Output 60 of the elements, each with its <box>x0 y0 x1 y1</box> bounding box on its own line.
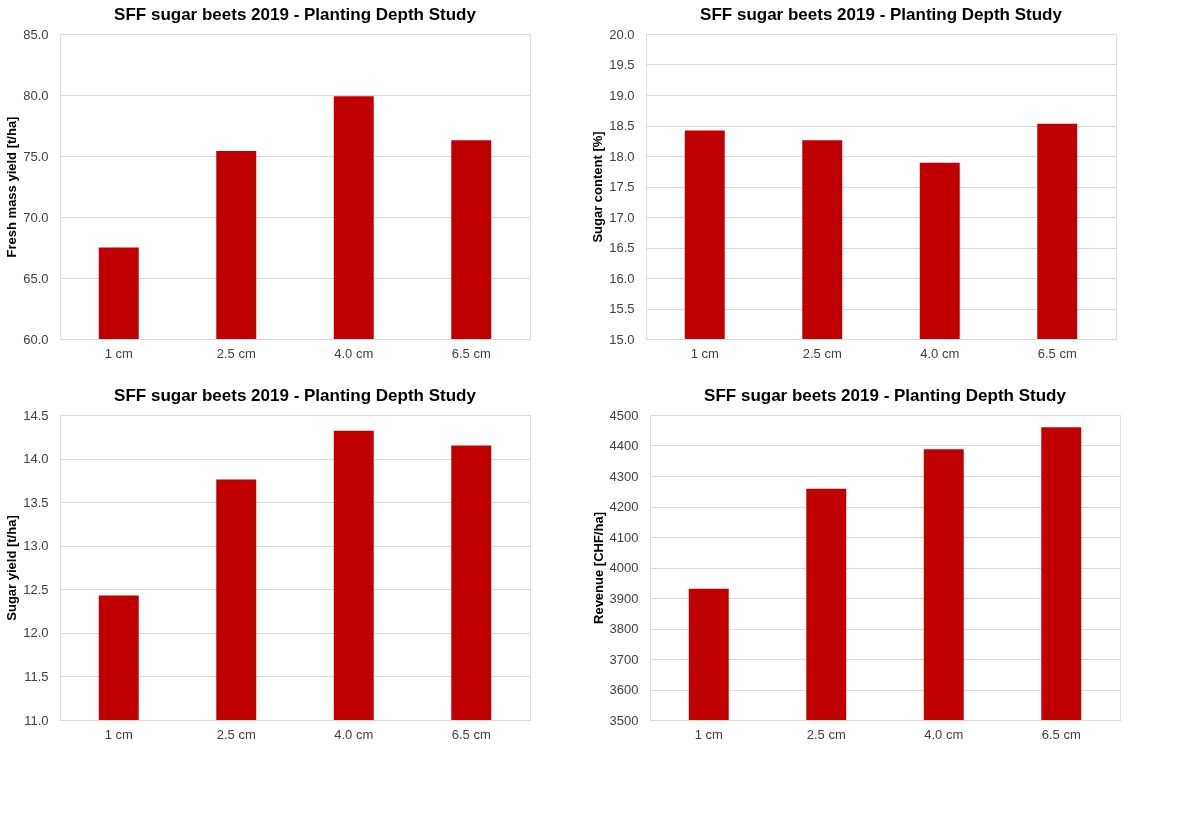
x-tick-label: 6.5 cm <box>451 345 491 361</box>
x-tick-label: 2.5 cm <box>216 726 256 742</box>
x-tick-label: 2.5 cm <box>806 726 846 742</box>
y-tick-label: 4100 <box>609 529 639 545</box>
chart-title: SFF sugar beets 2019 - Planting Depth Study <box>114 386 477 405</box>
chart-title: SFF sugar beets 2019 - Planting Depth Study <box>114 5 477 24</box>
y-tick-label: 18.0 <box>609 148 635 164</box>
y-tick-label: 12.0 <box>23 625 49 641</box>
y-tick-label: 16.5 <box>609 240 635 255</box>
x-tick-label: 1 cm <box>694 726 723 742</box>
y-tick-label: 80.0 <box>23 87 49 103</box>
y-axis-title: Sugar yield [t/ha] <box>4 515 20 621</box>
y-axis-title: Fresh mass yield [t/ha] <box>4 116 20 258</box>
x-tick-label: 1 cm <box>690 345 719 361</box>
y-tick-label: 19.0 <box>609 87 635 103</box>
y-tick-label: 17.5 <box>609 179 635 194</box>
y-tick-label: 16.0 <box>609 270 635 286</box>
y-tick-label: 13.5 <box>23 494 49 510</box>
y-tick-label: 20.0 <box>609 26 635 42</box>
y-tick-label: 3700 <box>609 651 639 667</box>
x-tick-label: 2.5 cm <box>802 345 842 361</box>
x-tick-label: 1 cm <box>104 726 133 742</box>
y-tick-label: 75.0 <box>23 148 49 164</box>
chart-title: SFF sugar beets 2019 - Planting Depth Study <box>704 386 1067 405</box>
x-tick-label: 1 cm <box>104 345 133 361</box>
y-axis-title: Sugar content [%] <box>590 131 606 243</box>
chart-title: SFF sugar beets 2019 - Planting Depth Study <box>700 5 1063 24</box>
y-axis-title: Revenue [CHF/ha] <box>590 512 606 624</box>
y-tick-label: 14.5 <box>23 407 49 423</box>
y-tick-label: 12.5 <box>23 581 49 597</box>
y-tick-label: 65.0 <box>23 270 49 286</box>
y-tick-label: 4400 <box>609 438 639 453</box>
y-tick-label: 4300 <box>609 468 639 484</box>
x-tick-label: 4.0 cm <box>334 726 374 742</box>
y-tick-label: 15.0 <box>609 331 635 347</box>
x-tick-label: 6.5 cm <box>1041 726 1081 742</box>
y-tick-label: 4000 <box>609 560 639 575</box>
y-tick-label: 4500 <box>609 407 639 423</box>
y-tick-label: 14.0 <box>23 451 49 467</box>
y-tick-label: 3500 <box>609 712 639 728</box>
y-tick-label: 4200 <box>609 499 639 514</box>
y-tick-label: 3600 <box>609 682 639 697</box>
y-tick-label: 3900 <box>609 590 639 606</box>
y-tick-label: 18.5 <box>609 118 635 133</box>
y-tick-label: 11.0 <box>24 712 49 728</box>
x-tick-label: 4.0 cm <box>334 345 374 361</box>
x-tick-label: 6.5 cm <box>451 726 491 742</box>
x-tick-label: 2.5 cm <box>216 345 256 361</box>
y-tick-label: 3800 <box>609 621 639 636</box>
y-tick-label: 85.0 <box>23 26 49 42</box>
x-tick-label: 6.5 cm <box>1037 345 1077 361</box>
y-tick-label: 70.0 <box>23 209 49 225</box>
y-tick-label: 13.0 <box>23 538 49 554</box>
y-tick-label: 60.0 <box>23 331 49 347</box>
y-tick-label: 17.0 <box>609 209 635 225</box>
x-tick-label: 4.0 cm <box>924 726 964 742</box>
y-tick-label: 15.5 <box>609 301 635 316</box>
y-tick-label: 11.5 <box>24 668 49 684</box>
x-tick-label: 4.0 cm <box>920 345 960 361</box>
y-tick-label: 19.5 <box>609 57 635 72</box>
